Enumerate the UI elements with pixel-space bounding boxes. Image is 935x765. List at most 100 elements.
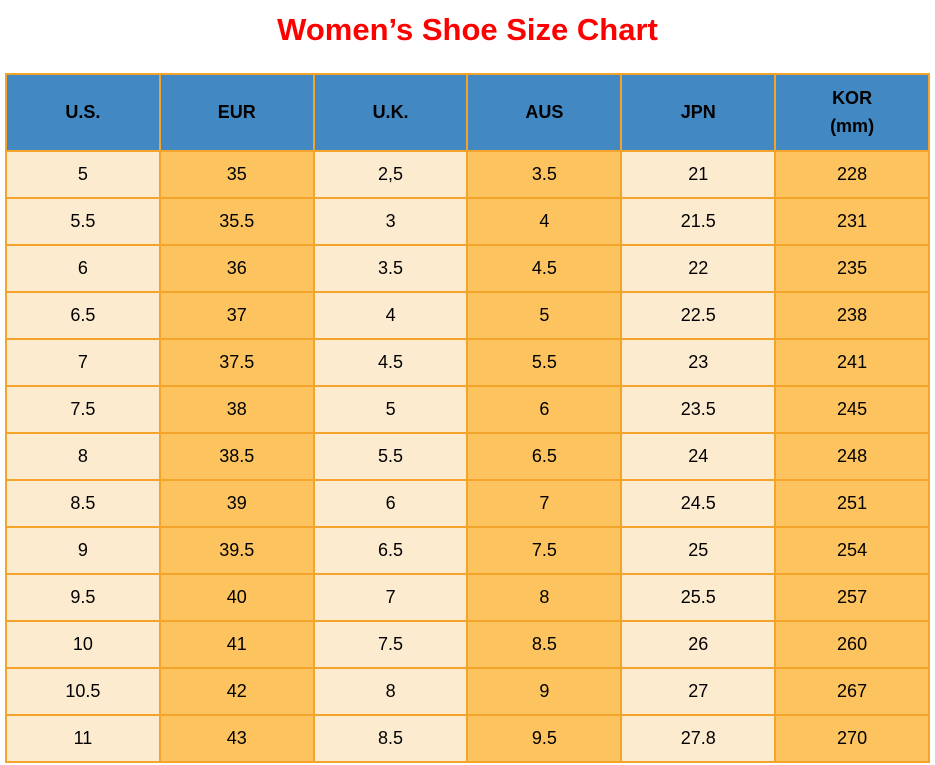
table-row: 7.5 38 5 6 23.5 245	[5, 385, 930, 434]
cell-us-row-13: 11	[5, 714, 161, 763]
table-body: 5 35 2,5 3.5 21 228 5.5 35.5 3 4 21.5 231 6 36 3.5 4.5 2…	[5, 150, 930, 763]
table-row: 5.5 35.5 3 4 21.5 231	[5, 197, 930, 246]
cell-aus-row-7: 6.5	[466, 432, 623, 481]
cell-eur-row-11: 41	[158, 620, 315, 669]
page-title: Women’s Shoe Size Chart	[277, 11, 658, 47]
cell-aus-row-9: 7.5	[466, 526, 623, 575]
cell-jpn-row-1: 21	[620, 150, 777, 199]
cell-eur-row-10: 40	[158, 573, 315, 622]
table-row: 10.5 42 8 9 27 267	[5, 667, 930, 716]
cell-eur-row-13: 43	[158, 714, 315, 763]
cell-jpn-row-11: 26	[620, 620, 777, 669]
table-row: 7 37.5 4.5 5.5 23 241	[5, 338, 930, 387]
cell-kor-row-1: 228	[774, 150, 930, 199]
cell-kor-row-11: 260	[774, 620, 930, 669]
cell-jpn-row-2: 21.5	[620, 197, 777, 246]
cell-kor-row-5: 241	[774, 338, 930, 387]
table-row: 9.5 40 7 8 25.5 257	[5, 573, 930, 622]
cell-kor-row-10: 257	[774, 573, 930, 622]
table-row: 6.5 37 4 5 22.5 238	[5, 291, 930, 340]
column-header-label: U.K.	[372, 101, 409, 122]
column-header-label: AUS	[525, 101, 564, 122]
cell-uk-row-6: 5	[312, 385, 469, 434]
table-row: 8.5 39 6 7 24.5 251	[5, 479, 930, 528]
cell-uk-row-5: 4.5	[312, 338, 469, 387]
cell-us-row-2: 5.5	[5, 197, 161, 246]
cell-aus-row-10: 8	[466, 573, 623, 622]
cell-us-row-3: 6	[5, 244, 161, 293]
cell-uk-row-3: 3.5	[312, 244, 469, 293]
cell-uk-row-2: 3	[312, 197, 469, 246]
cell-uk-row-1: 2,5	[312, 150, 469, 199]
column-header-us: U.S.	[5, 73, 161, 152]
cell-uk-row-4: 4	[312, 291, 469, 340]
cell-jpn-row-4: 22.5	[620, 291, 777, 340]
cell-kor-row-13: 270	[774, 714, 930, 763]
cell-kor-row-9: 254	[774, 526, 930, 575]
cell-kor-row-2: 231	[774, 197, 930, 246]
header-row: U.S. EUR U.K. AUS JPN KOR (mm)	[5, 73, 930, 152]
cell-us-row-4: 6.5	[5, 291, 161, 340]
column-header-label: JPN	[680, 101, 716, 122]
cell-eur-row-7: 38.5	[158, 432, 315, 481]
cell-uk-row-12: 8	[312, 667, 469, 716]
cell-eur-row-2: 35.5	[158, 197, 315, 246]
cell-us-row-8: 8.5	[5, 479, 161, 528]
cell-jpn-row-7: 24	[620, 432, 777, 481]
cell-uk-row-11: 7.5	[312, 620, 469, 669]
cell-eur-row-8: 39	[158, 479, 315, 528]
cell-jpn-row-10: 25.5	[620, 573, 777, 622]
table-row: 10 41 7.5 8.5 26 260	[5, 620, 930, 669]
cell-kor-row-4: 238	[774, 291, 930, 340]
table-row: 5 35 2,5 3.5 21 228	[5, 150, 930, 199]
column-header-label: EUR	[217, 101, 256, 122]
cell-us-row-10: 9.5	[5, 573, 161, 622]
column-header-eur: EUR	[158, 73, 315, 152]
cell-aus-row-11: 8.5	[466, 620, 623, 669]
cell-kor-row-12: 267	[774, 667, 930, 716]
cell-kor-row-7: 248	[774, 432, 930, 481]
cell-aus-row-5: 5.5	[466, 338, 623, 387]
cell-uk-row-10: 7	[312, 573, 469, 622]
cell-jpn-row-12: 27	[620, 667, 777, 716]
cell-jpn-row-6: 23.5	[620, 385, 777, 434]
cell-us-row-1: 5	[5, 150, 161, 199]
cell-aus-row-3: 4.5	[466, 244, 623, 293]
cell-kor-row-8: 251	[774, 479, 930, 528]
table-row: 8 38.5 5.5 6.5 24 248	[5, 432, 930, 481]
column-header-kor: KOR (mm)	[774, 73, 930, 152]
cell-aus-row-2: 4	[466, 197, 623, 246]
cell-jpn-row-3: 22	[620, 244, 777, 293]
table-row: 11 43 8.5 9.5 27.8 270	[5, 714, 930, 763]
cell-us-row-11: 10	[5, 620, 161, 669]
cell-aus-row-6: 6	[466, 385, 623, 434]
cell-us-row-9: 9	[5, 526, 161, 575]
table-header: U.S. EUR U.K. AUS JPN KOR (mm)	[5, 73, 930, 152]
cell-eur-row-6: 38	[158, 385, 315, 434]
cell-eur-row-1: 35	[158, 150, 315, 199]
cell-jpn-row-5: 23	[620, 338, 777, 387]
cell-aus-row-8: 7	[466, 479, 623, 528]
cell-us-row-7: 8	[5, 432, 161, 481]
cell-kor-row-6: 245	[774, 385, 930, 434]
cell-uk-row-9: 6.5	[312, 526, 469, 575]
cell-eur-row-9: 39.5	[158, 526, 315, 575]
cell-uk-row-13: 8.5	[312, 714, 469, 763]
cell-aus-row-13: 9.5	[466, 714, 623, 763]
column-header-aus: AUS	[466, 73, 623, 152]
cell-jpn-row-13: 27.8	[620, 714, 777, 763]
cell-jpn-row-8: 24.5	[620, 479, 777, 528]
cell-jpn-row-9: 25	[620, 526, 777, 575]
cell-uk-row-7: 5.5	[312, 432, 469, 481]
table-row: 6 36 3.5 4.5 22 235	[5, 244, 930, 293]
cell-us-row-12: 10.5	[5, 667, 161, 716]
cell-kor-row-3: 235	[774, 244, 930, 293]
cell-eur-row-12: 42	[158, 667, 315, 716]
cell-us-row-6: 7.5	[5, 385, 161, 434]
column-header-jpn: JPN	[620, 73, 777, 152]
size-chart-table: U.S. EUR U.K. AUS JPN KOR (mm) 5 35 2,5 3.5 21 228 5…	[5, 73, 930, 763]
column-header-label: KOR	[832, 87, 873, 108]
cell-aus-row-4: 5	[466, 291, 623, 340]
cell-eur-row-4: 37	[158, 291, 315, 340]
